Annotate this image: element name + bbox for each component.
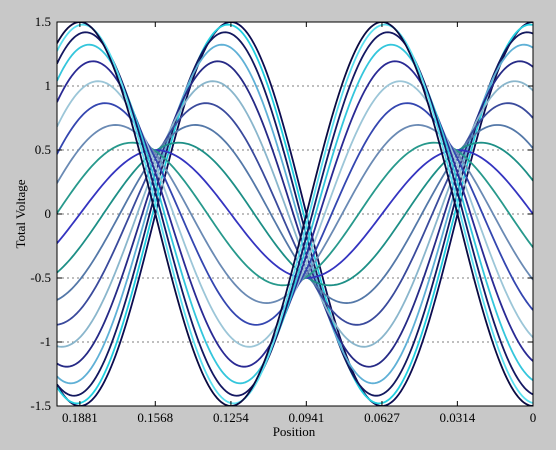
y-tick-label-3: 0: [45, 206, 52, 221]
x-tick-label-1: 0.1568: [137, 410, 173, 425]
series-layer: [57, 22, 533, 406]
series-line-2: [57, 31, 533, 397]
y-tick-label-4: 0.5: [35, 142, 51, 157]
x-tick-label-2: 0.1254: [213, 410, 249, 425]
x-tick-label-0: 0.1881: [62, 410, 98, 425]
y-tick-label-6: 1.5: [35, 14, 51, 29]
y-tick-label-5: 1: [45, 78, 52, 93]
y-tick-label-1: -1: [40, 334, 51, 349]
x-tick-label-6: 0: [530, 410, 537, 425]
y-axis: -1.5 -1 -0.5 0 0.5 1 1.5: [30, 14, 533, 413]
series-line-0: [57, 22, 533, 406]
series-line-1: [57, 23, 533, 405]
x-axis: 0.1881 0.1568 0.1254 0.0941 0.0627 0.0314 0: [62, 22, 536, 425]
series-line-17: [57, 23, 533, 405]
x-tick-label-4: 0.0627: [364, 410, 400, 425]
x-axis-title: Position: [273, 424, 316, 439]
y-tick-label-0: -1.5: [30, 398, 51, 413]
x-tick-label-3: 0.0941: [288, 410, 324, 425]
series-line-15: [57, 43, 533, 385]
y-axis-title: Total Voltage: [13, 179, 28, 248]
y-tick-label-2: -0.5: [30, 270, 51, 285]
x-tick-label-5: 0.0314: [439, 410, 475, 425]
series-line-16: [57, 31, 533, 397]
series-line-18: [57, 22, 533, 406]
